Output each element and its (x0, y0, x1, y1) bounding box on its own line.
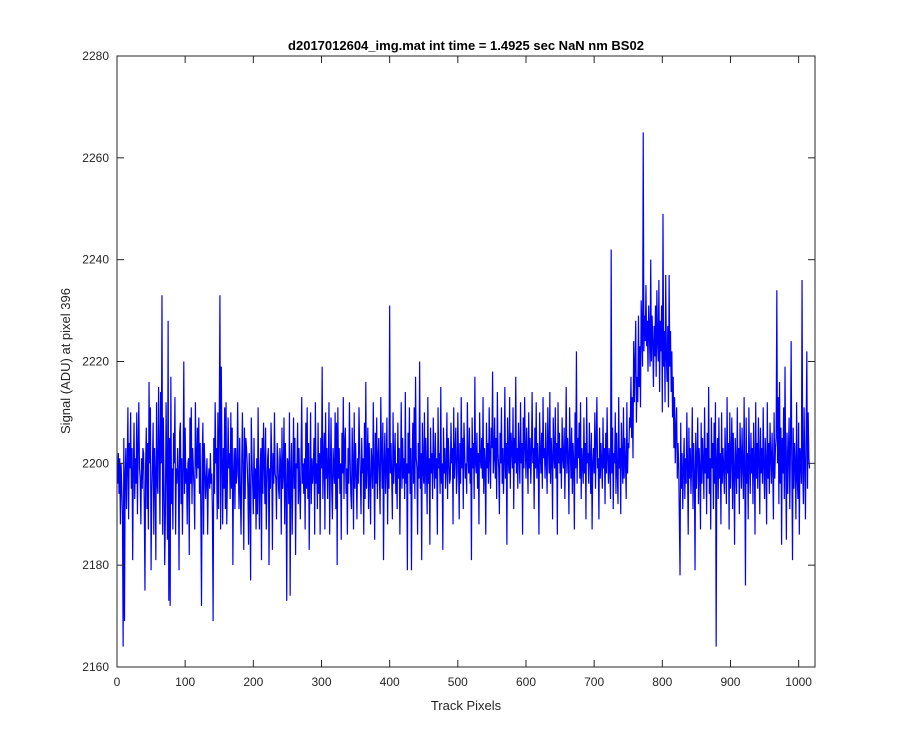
y-tick-label: 2180 (82, 558, 109, 572)
x-tick-label: 1000 (785, 675, 812, 689)
x-tick-label: 0 (114, 675, 121, 689)
x-tick-label: 700 (584, 675, 604, 689)
plot-area (117, 56, 815, 667)
x-tick-label: 900 (720, 675, 740, 689)
x-tick-label: 100 (175, 675, 195, 689)
y-tick-label: 2260 (82, 151, 109, 165)
x-axis: 0 100 200 300 400 500 600 700 800 900 1000 (114, 56, 812, 689)
series-layer (117, 132, 811, 647)
x-tick-label: 500 (448, 675, 468, 689)
chart-title: d2017012604_img.mat int time = 1.4925 se… (288, 38, 644, 53)
x-tick-label: 300 (311, 675, 331, 689)
y-tick-label: 2160 (82, 660, 109, 674)
series-line (117, 132, 811, 647)
y-tick-label: 2280 (82, 49, 109, 63)
y-axis: 2160 2180 2200 2220 2240 2260 2280 (82, 49, 815, 674)
x-tick-label: 400 (380, 675, 400, 689)
y-tick-label: 2220 (82, 355, 109, 369)
x-tick-label: 200 (243, 675, 263, 689)
y-tick-label: 2240 (82, 253, 109, 267)
x-axis-label: Track Pixels (431, 698, 502, 713)
x-tick-label: 600 (516, 675, 536, 689)
y-axis-label: Signal (ADU) at pixel 396 (58, 288, 73, 434)
y-tick-label: 2200 (82, 456, 109, 470)
x-tick-label: 800 (652, 675, 672, 689)
